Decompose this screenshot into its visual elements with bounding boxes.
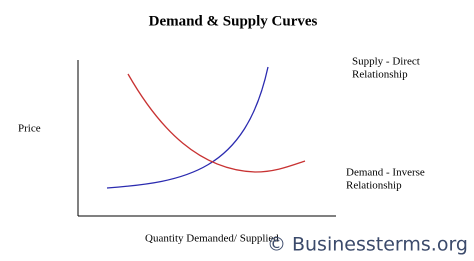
title: Demand & Supply Curves [149,13,318,29]
copyright: © Businessterms.org [267,234,468,256]
demand-curve [127,73,306,173]
demand-label: Relationship [346,180,402,192]
x-axis-label: Quantity Demanded/ Supplied [145,233,279,245]
demand-label: Demand - Inverse [346,167,425,179]
supply-label: Relationship [352,69,408,81]
supply-curve [106,66,269,189]
y-axis-label: Price [18,123,41,135]
supply-label: Supply - Direct [352,56,420,68]
